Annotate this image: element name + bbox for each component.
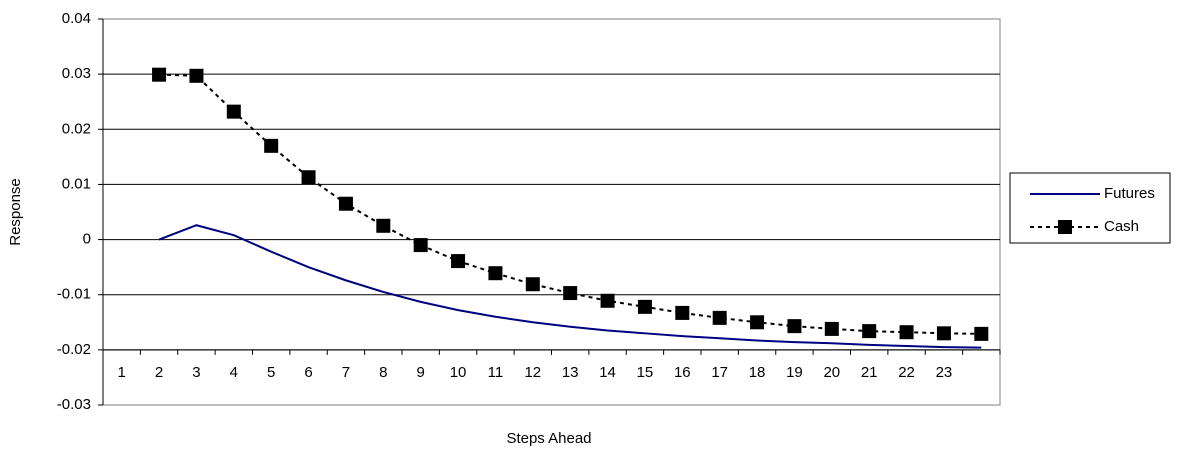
marker — [637, 299, 652, 314]
y-tick-label: -0.01 — [57, 286, 91, 303]
x-tick-label: 17 — [711, 364, 728, 381]
marker — [862, 324, 877, 339]
x-tick-label: 19 — [786, 364, 803, 381]
x-tick-label: 10 — [450, 364, 467, 381]
y-tick-label: -0.03 — [57, 396, 91, 413]
marker — [824, 321, 839, 336]
x-tick-label: 8 — [379, 364, 387, 381]
y-tick-label: -0.02 — [57, 341, 91, 358]
x-tick-label: 1 — [118, 364, 126, 381]
marker — [974, 326, 989, 341]
x-tick-label: 16 — [674, 364, 691, 381]
y-tick-label: 0.02 — [62, 120, 91, 137]
marker — [376, 218, 391, 233]
marker — [787, 319, 802, 334]
marker — [675, 305, 690, 320]
x-tick-label: 4 — [230, 364, 238, 381]
y-axis-label: Response — [7, 178, 24, 246]
series-line — [158, 224, 982, 349]
marker — [899, 325, 914, 340]
legend-label: Cash — [1104, 218, 1139, 235]
legend-label: Futures — [1104, 185, 1155, 202]
marker — [750, 315, 765, 330]
x-tick-label: 13 — [562, 364, 579, 381]
x-tick-label: 3 — [192, 364, 200, 381]
x-tick-label: 6 — [304, 364, 312, 381]
y-tick-label: 0.03 — [62, 65, 91, 82]
x-tick-label: 7 — [342, 364, 350, 381]
marker — [264, 138, 279, 153]
x-tick-label: 2 — [155, 364, 163, 381]
marker — [301, 170, 316, 185]
x-tick-label: 23 — [936, 364, 953, 381]
marker — [189, 68, 204, 83]
y-tick-label: 0.01 — [62, 175, 91, 192]
plot-area — [102, 18, 1001, 406]
y-tick-label: 0.04 — [62, 10, 91, 27]
marker — [525, 277, 540, 292]
x-tick-label: 21 — [861, 364, 878, 381]
y-tick-label: 0 — [83, 231, 91, 248]
marker — [712, 310, 727, 325]
series-line — [159, 73, 982, 335]
x-tick-label: 14 — [599, 364, 616, 381]
x-tick-label: 22 — [898, 364, 915, 381]
marker — [563, 286, 578, 301]
marker — [152, 67, 167, 82]
x-tick-label: 12 — [524, 364, 541, 381]
legend-marker — [1058, 220, 1072, 234]
marker — [600, 293, 615, 308]
x-axis-label: Steps Ahead — [506, 430, 591, 447]
x-tick-label: 11 — [488, 364, 504, 381]
x-tick-label: 9 — [417, 364, 425, 381]
marker — [488, 266, 503, 281]
marker — [226, 104, 241, 119]
marker — [413, 238, 428, 253]
x-tick-label: 20 — [823, 364, 840, 381]
x-tick-label: 18 — [749, 364, 766, 381]
x-tick-label: 5 — [267, 364, 275, 381]
legend-box — [1009, 172, 1171, 244]
x-tick-label: 15 — [637, 364, 654, 381]
marker — [451, 254, 466, 269]
marker — [936, 326, 951, 341]
marker — [338, 196, 353, 211]
